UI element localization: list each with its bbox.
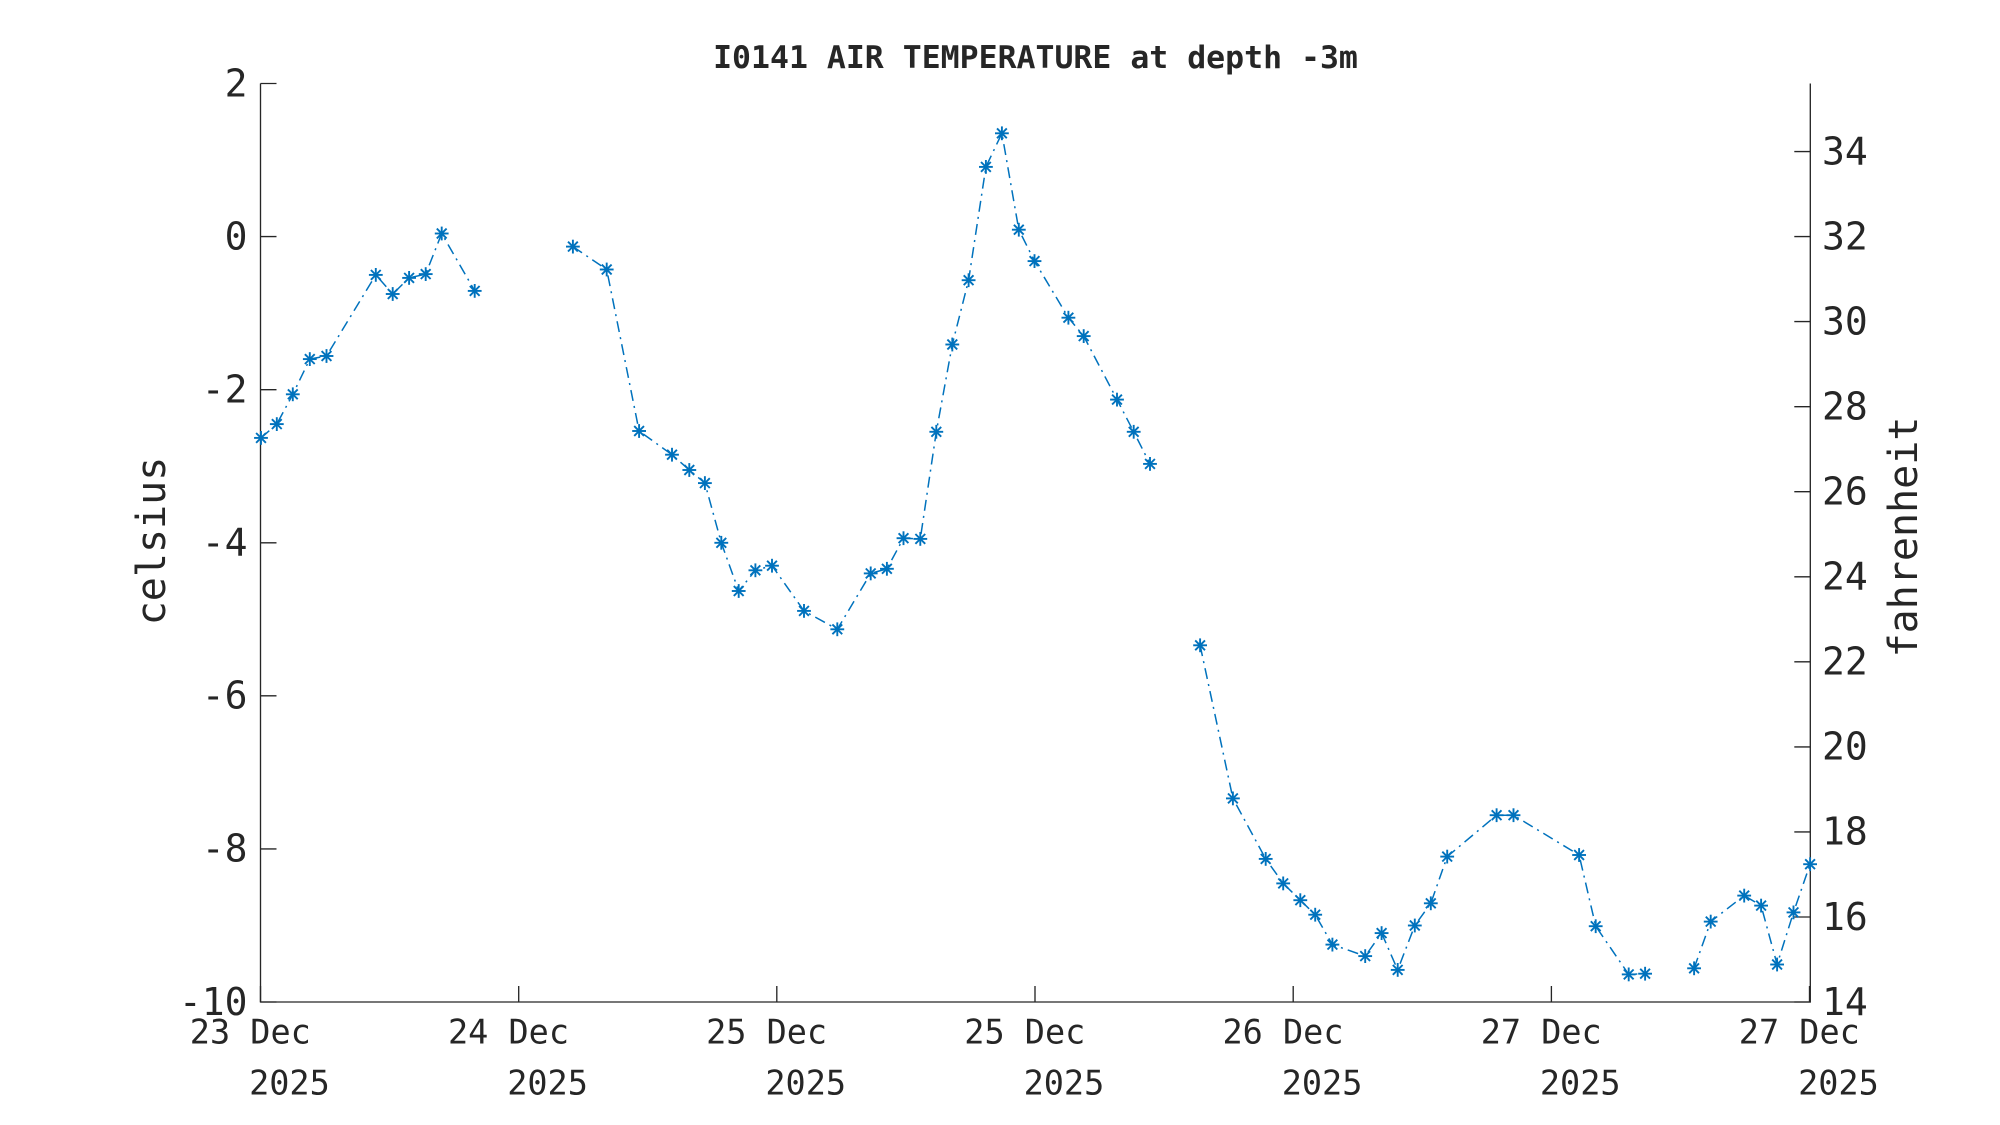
svg-text:2025: 2025 <box>765 1064 846 1103</box>
svg-text:I0141 AIR TEMPERATURE at depth: I0141 AIR TEMPERATURE at depth -3m <box>713 40 1358 76</box>
svg-text:25 Dec: 25 Dec <box>706 1013 827 1052</box>
svg-text:26 Dec: 26 Dec <box>1223 1013 1344 1052</box>
svg-text:25 Dec: 25 Dec <box>964 1013 1085 1052</box>
svg-text:27 Dec: 27 Dec <box>1481 1013 1602 1052</box>
svg-text:28: 28 <box>1822 385 1868 429</box>
svg-text:32: 32 <box>1822 214 1868 258</box>
svg-text:2025: 2025 <box>1540 1064 1621 1103</box>
svg-text:24: 24 <box>1822 555 1868 599</box>
svg-text:2025: 2025 <box>1798 1064 1879 1103</box>
svg-text:2025: 2025 <box>1282 1064 1363 1103</box>
svg-text:26: 26 <box>1822 470 1868 514</box>
svg-text:24 Dec: 24 Dec <box>448 1013 569 1052</box>
svg-text:fahrenheit: fahrenheit <box>1881 417 1927 658</box>
svg-text:2025: 2025 <box>249 1064 330 1103</box>
svg-text:2025: 2025 <box>507 1064 588 1103</box>
svg-text:27 Dec: 27 Dec <box>1739 1013 1860 1052</box>
svg-text:2025: 2025 <box>1024 1064 1105 1103</box>
svg-text:-6: -6 <box>202 674 248 718</box>
svg-text:-2: -2 <box>202 368 248 412</box>
svg-text:20: 20 <box>1822 725 1868 769</box>
svg-text:0: 0 <box>225 214 248 258</box>
svg-text:22: 22 <box>1822 640 1868 684</box>
svg-text:14: 14 <box>1822 980 1868 1024</box>
svg-text:30: 30 <box>1822 299 1868 343</box>
svg-text:-4: -4 <box>202 521 248 565</box>
svg-text:celsius: celsius <box>129 457 175 626</box>
svg-text:18: 18 <box>1822 810 1868 854</box>
svg-text:-10: -10 <box>179 980 248 1024</box>
svg-text:2: 2 <box>225 61 248 105</box>
svg-text:-8: -8 <box>202 827 248 871</box>
svg-text:16: 16 <box>1822 895 1868 939</box>
svg-text:34: 34 <box>1822 129 1868 173</box>
svg-text:23 Dec: 23 Dec <box>190 1013 311 1052</box>
